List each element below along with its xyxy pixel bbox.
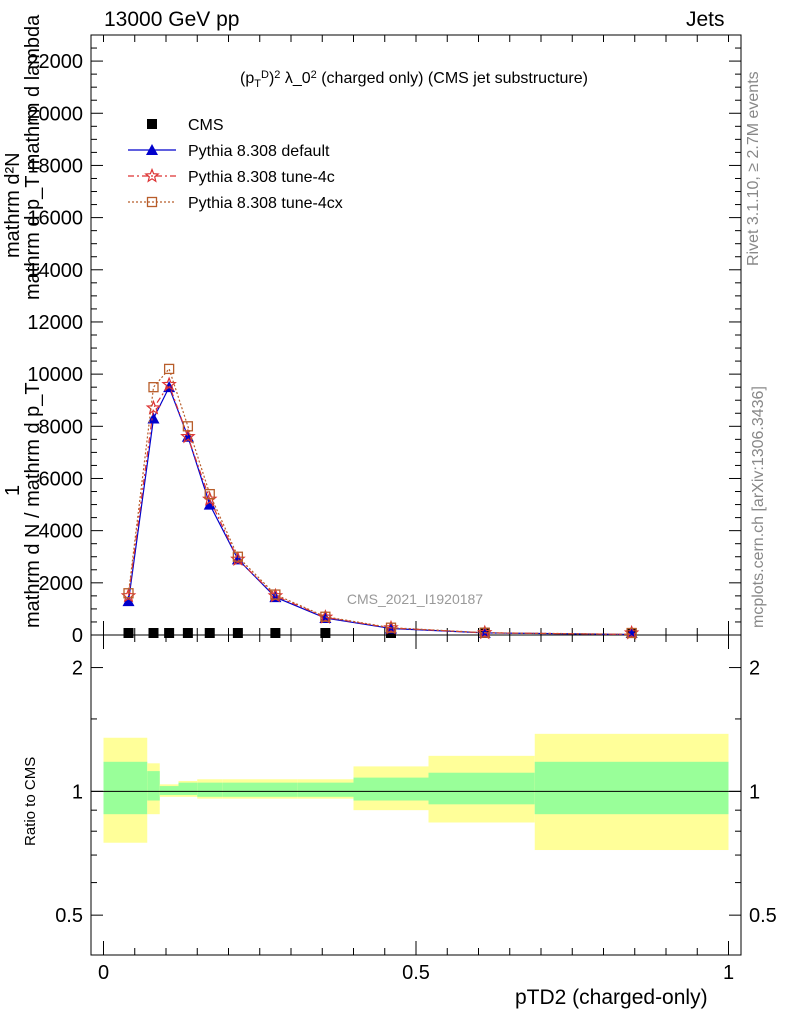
data-point: [626, 627, 637, 639]
series-group: [120, 363, 640, 640]
data-point: [161, 376, 177, 392]
series-3: [123, 363, 637, 639]
ratio-band-inner: [103, 761, 148, 815]
data-point: [148, 382, 159, 393]
series-line: [127, 367, 632, 635]
data-point: [320, 628, 331, 638]
main-y-tick-label: 22000: [27, 51, 83, 73]
main-y-tick-label: 8000: [39, 416, 84, 438]
ratio-bands: [91, 733, 741, 851]
main-y-tick-label: 6000: [39, 468, 84, 490]
data-point: [204, 488, 215, 500]
data-point: [164, 628, 175, 638]
ratio-y-tick-label-right: 1: [749, 781, 760, 803]
data-point: [232, 551, 244, 562]
ratio-band-inner: [534, 761, 729, 815]
data-point: [148, 628, 159, 638]
main-y-tick-label: 0: [72, 625, 83, 647]
legend-label: Pythia 8.308 default: [188, 143, 330, 160]
legend: CMS Pythia 8.308 default Pythia 8.308 tune…: [128, 117, 343, 212]
ratio-y-tick-label-right: 0.5: [749, 905, 777, 927]
ratio-y-tick-label: 1: [72, 781, 83, 803]
ratio-band-inner: [253, 782, 298, 797]
ratio-y-tick-label-right: 2: [749, 658, 760, 680]
x-axis-label: pTD2 (charged-only): [515, 986, 708, 1009]
data-point: [479, 627, 490, 638]
legend-marker: [147, 119, 157, 129]
main-y-tick-label: 20000: [27, 103, 83, 125]
chart-title: (pTD)2 λ_02 (charged only) (CMS jet subs…: [240, 69, 588, 90]
data-point: [204, 628, 215, 638]
ratio-band-inner: [178, 782, 198, 795]
data-point: [122, 595, 135, 607]
data-point: [123, 628, 134, 638]
main-y-tick-label: 16000: [27, 208, 83, 230]
data-point: [270, 589, 281, 600]
legend-label: Pythia 8.308 tune-4c: [188, 169, 335, 186]
ratio-band-inner: [222, 782, 254, 797]
main-y-tick-label: 10000: [27, 364, 83, 386]
data-point: [182, 628, 193, 638]
legend-marker: [144, 167, 160, 183]
main-y-tick-label: 18000: [27, 155, 83, 177]
main-y-tick-label: 2000: [39, 573, 84, 595]
ratio-band-inner: [147, 771, 160, 801]
analysis-watermark: CMS_2021_I1920187: [347, 591, 483, 607]
series-0: [123, 628, 637, 638]
ratio-band-inner: [197, 782, 223, 797]
header-right: Jets: [686, 8, 725, 31]
ratio-band-inner: [159, 786, 179, 795]
data-point: [270, 628, 281, 638]
legend-marker: [146, 196, 158, 208]
main-y-tick-label: 4000: [39, 521, 84, 543]
data-point: [180, 428, 196, 444]
legend-label: Pythia 8.308 tune-4cx: [188, 195, 343, 212]
header-left: 13000 GeV pp: [104, 8, 240, 31]
ratio-band-inner: [297, 782, 354, 797]
x-tick-label: 0: [98, 962, 109, 984]
data-point: [147, 412, 160, 424]
ratio-band-inner: [428, 772, 535, 805]
x-tick-label: 1: [723, 962, 734, 984]
main-y-tick-label: 12000: [27, 312, 83, 334]
ratio-y-tick-label: 0.5: [55, 905, 83, 927]
data-point: [182, 421, 194, 432]
data-point: [163, 363, 175, 375]
axis-ticks: 0 2000 4000 6000 8000 10000 12000 14000 16000 180…: [27, 34, 777, 984]
main-y-tick-label: 14000: [27, 260, 83, 282]
legend-label: CMS: [188, 117, 224, 134]
data-point: [385, 622, 397, 633]
data-point: [203, 498, 216, 510]
x-tick-label: 0.5: [402, 962, 430, 984]
data-point: [320, 611, 331, 622]
data-point: [232, 628, 243, 638]
data-point: [145, 399, 162, 415]
ratio-y-tick-label: 2: [72, 658, 83, 680]
ratio-band-inner: [353, 777, 429, 801]
legend-marker: [146, 144, 158, 155]
data-point: [123, 588, 134, 599]
